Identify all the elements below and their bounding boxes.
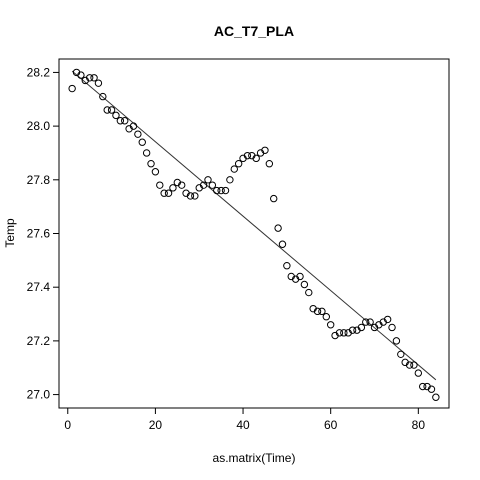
data-point xyxy=(388,323,396,332)
data-point xyxy=(392,337,401,345)
data-point xyxy=(134,130,142,138)
data-point xyxy=(68,84,76,93)
data-point xyxy=(270,194,278,203)
y-tick-label: 27.6 xyxy=(27,227,51,241)
x-tick-label: 40 xyxy=(236,418,250,432)
x-tick-label: 60 xyxy=(324,418,338,432)
y-tick-label: 27.8 xyxy=(27,173,51,187)
data-point xyxy=(142,149,151,157)
y-tick-label: 27.4 xyxy=(27,280,51,294)
data-point xyxy=(129,122,138,130)
y-tick-label: 28.2 xyxy=(27,65,51,79)
x-axis: 0 20 40 60 80 xyxy=(64,408,425,432)
data-point xyxy=(348,326,357,334)
data-point xyxy=(94,79,103,87)
data-point xyxy=(164,189,173,197)
data-point xyxy=(191,192,199,200)
data-point xyxy=(335,329,344,337)
data-point xyxy=(427,385,436,393)
y-tick-label: 28.0 xyxy=(27,119,51,133)
data-point xyxy=(261,146,269,154)
data-point xyxy=(169,184,177,192)
data-point xyxy=(265,160,274,168)
data-point xyxy=(199,181,208,189)
data-point xyxy=(326,321,335,329)
data-point xyxy=(156,181,164,189)
data-point xyxy=(357,323,366,332)
data-point xyxy=(410,361,418,369)
data-point xyxy=(138,138,146,146)
data-point xyxy=(99,92,107,101)
data-point xyxy=(77,71,85,79)
chart-title: AC_T7_PLA xyxy=(214,23,294,39)
data-point xyxy=(186,192,195,200)
data-point xyxy=(85,74,94,82)
data-point xyxy=(397,350,405,359)
x-tick-label: 20 xyxy=(149,418,163,432)
y-tick-label: 27.0 xyxy=(27,388,51,402)
data-point xyxy=(414,369,423,377)
y-axis-label: Temp xyxy=(3,218,17,248)
y-axis: 27.0 27.2 27.4 27.6 27.8 28.0 28.2 xyxy=(27,65,59,402)
data-point xyxy=(204,176,212,184)
regression-line xyxy=(71,70,437,381)
data-point xyxy=(116,117,125,125)
data-point xyxy=(366,318,374,326)
data-point xyxy=(112,111,120,120)
data-point xyxy=(103,106,111,114)
data-point xyxy=(305,288,313,297)
data-point xyxy=(274,224,282,232)
data-point xyxy=(313,307,322,316)
x-axis-label: as.matrix(Time) xyxy=(213,451,296,465)
data-point xyxy=(296,272,304,281)
data-point xyxy=(177,181,186,189)
data-point xyxy=(230,165,238,173)
data-point xyxy=(121,117,129,125)
data-point xyxy=(322,313,331,321)
data-point xyxy=(90,74,98,82)
data-point xyxy=(252,154,260,163)
data-point xyxy=(208,181,217,189)
x-tick-label: 0 xyxy=(64,418,71,432)
data-point xyxy=(151,168,160,176)
data-point xyxy=(318,307,326,316)
data-point xyxy=(147,160,155,168)
data-point xyxy=(419,382,427,391)
data-point xyxy=(432,393,440,401)
data-point xyxy=(160,189,168,197)
data-point xyxy=(226,176,234,184)
data-point xyxy=(283,262,291,270)
data-point xyxy=(213,186,221,195)
data-point xyxy=(278,240,287,248)
data-point xyxy=(362,318,370,326)
data-point xyxy=(107,106,116,114)
x-tick-label: 80 xyxy=(412,418,426,432)
data-points xyxy=(68,68,440,401)
data-point xyxy=(234,160,243,168)
data-point xyxy=(300,280,309,289)
data-point xyxy=(243,151,252,160)
data-point xyxy=(383,315,392,324)
data-point xyxy=(405,361,414,369)
plot-frame xyxy=(58,58,450,409)
y-tick-label: 27.2 xyxy=(27,334,51,348)
data-point xyxy=(217,186,225,195)
data-point xyxy=(221,186,230,195)
data-point xyxy=(340,329,348,337)
